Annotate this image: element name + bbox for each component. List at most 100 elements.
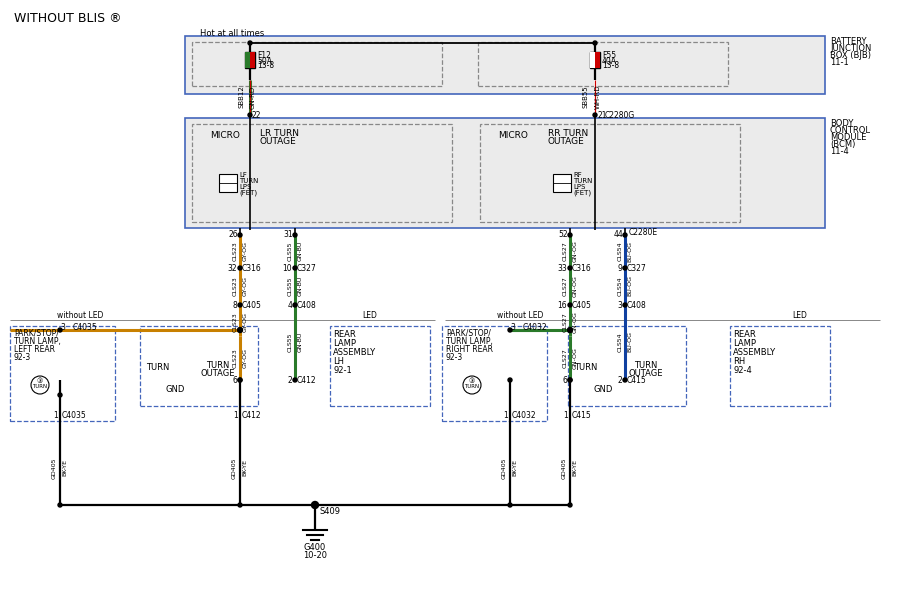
Text: BK-YE: BK-YE [63,459,67,476]
Circle shape [238,378,242,382]
Circle shape [238,503,242,507]
Text: 2: 2 [617,376,622,385]
Text: BODY: BODY [830,119,854,128]
Circle shape [58,503,62,507]
Circle shape [58,328,62,332]
Bar [185,36,825,94]
Circle shape [508,503,512,507]
Text: GND: GND [165,385,184,394]
Text: C4035: C4035 [62,411,87,420]
Text: G400: G400 [304,544,326,553]
Text: 4: 4 [287,301,292,310]
Text: BU-OG: BU-OG [627,240,633,262]
Text: OUTAGE: OUTAGE [201,369,235,378]
Text: OUTAGE: OUTAGE [628,369,663,378]
Text: 16: 16 [558,301,567,310]
Bar [10,326,115,421]
Text: 11-4: 11-4 [830,147,849,156]
Text: LED: LED [362,311,378,320]
Text: PARK/STOP/: PARK/STOP/ [446,329,491,338]
Circle shape [293,266,297,270]
Text: ASSEMBLY: ASSEMBLY [733,348,776,357]
Text: 3: 3 [617,301,622,310]
Text: LAMP: LAMP [333,339,356,348]
Bar [219,174,237,192]
Text: 52: 52 [558,230,568,239]
Bar [140,326,258,406]
Text: (FET): (FET) [239,190,257,196]
Text: 33: 33 [558,264,567,273]
Bar [185,118,825,228]
Text: (BCM): (BCM) [830,140,855,149]
Text: TURN LAMP,: TURN LAMP, [14,337,61,346]
Bar [442,326,547,421]
Text: BU-OG: BU-OG [627,276,633,296]
Text: C327: C327 [297,264,317,273]
Circle shape [311,501,319,509]
Text: CLS23: CLS23 [232,348,238,368]
Text: 26: 26 [229,230,238,239]
Text: CLS27: CLS27 [562,312,568,332]
Text: F12: F12 [257,51,271,60]
Text: GN-OG: GN-OG [573,275,577,297]
Text: GD405: GD405 [52,458,56,479]
Text: CLS23: CLS23 [232,276,238,296]
Text: TURN: TURN [33,384,47,389]
Text: TURN: TURN [239,178,259,184]
Text: GD405: GD405 [561,458,567,479]
Text: LEFT REAR: LEFT REAR [14,345,55,354]
Circle shape [248,41,252,45]
Text: 44: 44 [613,230,623,239]
Circle shape [293,303,297,307]
Text: C408: C408 [297,301,317,310]
Bar [192,124,452,222]
Text: C4032: C4032 [512,411,537,420]
Circle shape [568,503,572,507]
Text: 13-8: 13-8 [602,62,619,71]
Text: 6: 6 [562,376,567,385]
Text: TURN: TURN [573,178,592,184]
Text: C405: C405 [242,301,262,310]
Text: LF: LF [239,172,247,178]
Text: S409: S409 [319,506,340,515]
Text: OUTAGE: OUTAGE [260,137,297,146]
Text: C415: C415 [572,411,592,420]
Text: 50A: 50A [257,57,272,65]
Circle shape [623,233,627,237]
Circle shape [248,113,252,117]
Circle shape [238,378,242,382]
Text: RF: RF [573,172,582,178]
Text: CLS54: CLS54 [617,241,623,261]
Circle shape [568,328,573,332]
Bar [730,326,830,406]
Text: 10: 10 [282,264,292,273]
Text: 92-3: 92-3 [14,353,31,362]
Text: 3: 3 [510,323,515,332]
Text: C412: C412 [297,376,317,385]
Circle shape [568,303,572,307]
Text: CLS54: CLS54 [617,276,623,296]
Text: F55: F55 [602,51,617,60]
Text: TURN: TURN [635,361,657,370]
Text: OUTAGE: OUTAGE [548,137,585,146]
Text: C2280G: C2280G [605,111,636,120]
Text: SBB12: SBB12 [238,85,244,109]
Circle shape [568,378,572,382]
Text: MICRO: MICRO [498,131,528,140]
Text: BK-YE: BK-YE [242,459,248,476]
Text: CLS27: CLS27 [562,348,568,368]
Text: C327: C327 [627,264,646,273]
Text: CLS54: CLS54 [617,332,623,352]
Text: 13-8: 13-8 [257,62,274,71]
Bar [553,174,571,192]
Text: CLS23: CLS23 [232,312,238,332]
Text: C408: C408 [627,301,646,310]
Circle shape [293,378,297,382]
Text: 1: 1 [503,411,508,420]
Text: 1: 1 [54,411,58,420]
Text: GY-OG: GY-OG [242,276,248,296]
Text: 9: 9 [617,264,622,273]
Text: 11-1: 11-1 [830,58,849,67]
Text: CLS23: CLS23 [232,241,238,261]
Circle shape [293,233,297,237]
